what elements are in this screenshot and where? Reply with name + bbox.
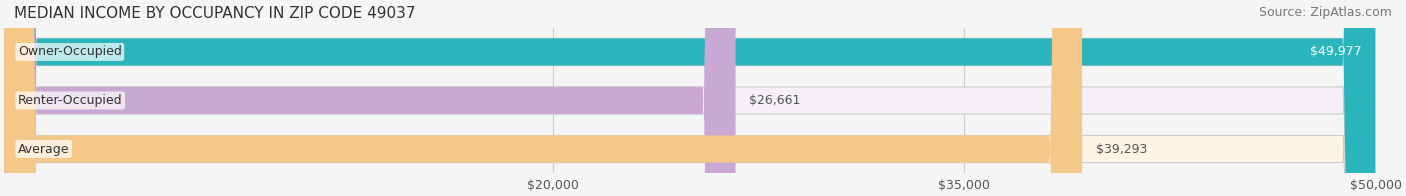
Text: $39,293: $39,293: [1095, 142, 1147, 155]
Text: Owner-Occupied: Owner-Occupied: [18, 45, 122, 58]
FancyBboxPatch shape: [4, 0, 1376, 196]
Text: Renter-Occupied: Renter-Occupied: [18, 94, 122, 107]
FancyBboxPatch shape: [4, 0, 735, 196]
FancyBboxPatch shape: [4, 0, 1083, 196]
Text: $26,661: $26,661: [749, 94, 800, 107]
Text: Average: Average: [18, 142, 69, 155]
FancyBboxPatch shape: [4, 0, 1376, 196]
FancyBboxPatch shape: [4, 0, 1376, 196]
Text: Source: ZipAtlas.com: Source: ZipAtlas.com: [1258, 6, 1392, 19]
Text: $49,977: $49,977: [1310, 45, 1361, 58]
FancyBboxPatch shape: [4, 0, 1375, 196]
Text: MEDIAN INCOME BY OCCUPANCY IN ZIP CODE 49037: MEDIAN INCOME BY OCCUPANCY IN ZIP CODE 4…: [14, 6, 416, 21]
